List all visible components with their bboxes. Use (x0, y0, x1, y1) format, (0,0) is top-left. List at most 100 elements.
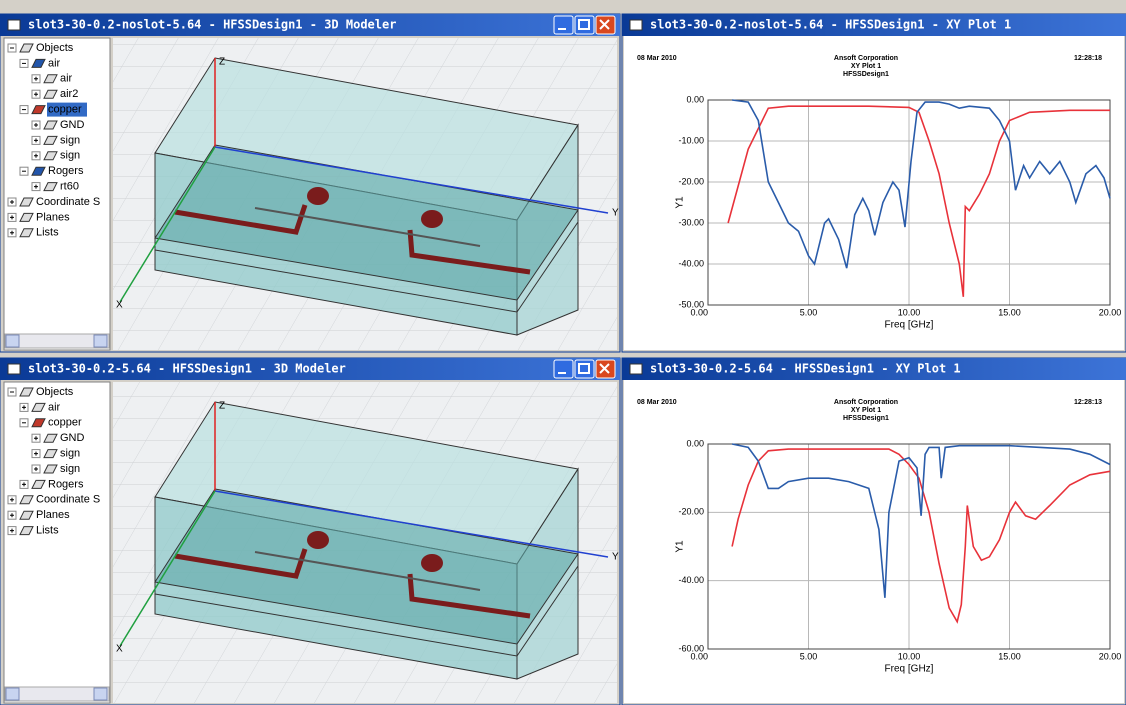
tree-label[interactable]: Coordinate S (36, 196, 100, 208)
tree-icon (31, 479, 46, 489)
tree-icon (43, 151, 58, 161)
minimize-button[interactable] (553, 15, 574, 35)
tree-label[interactable]: Lists (36, 525, 59, 537)
tree-icon (43, 135, 58, 145)
tree-label[interactable]: air (48, 57, 61, 69)
plot-window (624, 36, 1124, 350)
tree-label[interactable]: Planes (36, 509, 70, 521)
tree-label[interactable]: rt60 (60, 181, 79, 193)
window-icon (7, 363, 21, 375)
x-tick-label: 10.00 (898, 651, 921, 661)
maximize-button[interactable] (574, 359, 595, 379)
tree-label[interactable]: air (48, 401, 61, 413)
y-tick-label: -40.00 (678, 258, 704, 268)
x-tick-label: 10.00 (898, 307, 921, 317)
title-bar (0, 14, 620, 36)
selection (47, 102, 87, 117)
tree-icon (31, 418, 46, 428)
expand-glyph (10, 230, 14, 235)
expand-glyph (34, 138, 38, 143)
scroll-left[interactable] (5, 334, 20, 348)
substrate-edge (154, 221, 579, 313)
tree-icon (43, 120, 58, 130)
tree-icon (19, 387, 34, 397)
y-tick-label: -50.00 (678, 299, 704, 309)
plot-frame (707, 99, 1111, 306)
maximize-glyph (578, 19, 590, 30)
x-tick-label: 20.00 (1099, 651, 1122, 661)
y-tick-label: -20.00 (678, 507, 704, 517)
y-axis-label: Y1 (675, 196, 686, 209)
x-tick-label: 20.00 (1099, 307, 1122, 317)
expand-glyph (34, 436, 38, 441)
tree-label[interactable]: copper (48, 417, 82, 429)
maximize-glyph (578, 363, 590, 374)
tree-label[interactable]: Objects (36, 42, 74, 54)
expand-glyph (34, 184, 38, 189)
tree-label[interactable]: air (60, 73, 73, 85)
tree: Objects air air air2 copper GND sign sign Rogers… (7, 42, 100, 239)
plot-title: XY Plot 1 (851, 63, 881, 70)
tree-label[interactable]: Coordinate S (36, 494, 100, 506)
trace (174, 204, 531, 275)
tree-panel (3, 37, 111, 351)
y-axis-label: Y1 (675, 540, 686, 553)
expand-glyph (10, 200, 14, 204)
tree-icon (31, 58, 46, 68)
expand-glyph (10, 215, 14, 220)
tree-label[interactable]: sign (60, 150, 80, 162)
signal-line (254, 551, 481, 591)
window-icon (629, 363, 643, 375)
expand-glyph (10, 528, 14, 533)
x-tick-label: 15.00 (998, 307, 1021, 317)
tree-label[interactable]: copper (48, 104, 82, 116)
substrate-edge (154, 565, 579, 657)
x-axis-label: Freq [GHz] (885, 664, 934, 675)
pad (421, 210, 443, 228)
x-tick-label: 0.00 (690, 307, 708, 317)
y-tick-label: -60.00 (678, 643, 704, 653)
scroll-right[interactable] (93, 687, 108, 701)
tree-label[interactable]: Planes (36, 211, 70, 223)
tree-icon (43, 449, 58, 459)
tree-icon (43, 89, 58, 99)
tree-label[interactable]: air2 (60, 88, 78, 100)
pad (307, 531, 329, 549)
window-title: slot3-30-0.2-noslot-5.64 - HFSSDesign1 -… (650, 18, 1011, 32)
tree-icon (19, 212, 34, 222)
tree-label[interactable]: sign (60, 448, 80, 460)
tree-label[interactable]: GND (60, 119, 85, 131)
tree-icon (43, 182, 58, 192)
tree-label[interactable]: GND (60, 432, 85, 444)
signal-line (254, 207, 481, 247)
tree-label[interactable]: sign (60, 463, 80, 475)
tree-label[interactable]: Rogers (48, 478, 84, 490)
x-tick-label: 5.00 (800, 651, 818, 661)
tree-icon (31, 402, 46, 412)
expand-glyph (34, 76, 38, 81)
close-glyph (599, 363, 610, 374)
tree-label[interactable]: Objects (36, 386, 74, 398)
scroll-left[interactable] (5, 687, 20, 701)
plot-company: Ansoft Corporation (834, 399, 898, 406)
title-bar (622, 358, 1126, 380)
scroll-right[interactable] (93, 334, 108, 348)
close-glyph (599, 19, 610, 30)
y-tick-label: -10.00 (678, 135, 704, 145)
series-line (731, 448, 1111, 624)
tree-label[interactable]: sign (60, 134, 80, 146)
maximize-button[interactable] (574, 15, 595, 35)
axis-x (119, 146, 216, 303)
plot-frame (707, 443, 1111, 650)
expand-glyph (34, 123, 38, 127)
axis-y (214, 146, 609, 214)
expand-glyph (34, 451, 38, 456)
tree-label[interactable]: Lists (36, 227, 59, 239)
tree-icon (31, 105, 46, 115)
axis-label: X (116, 644, 123, 655)
minimize-button[interactable] (553, 359, 574, 379)
tree-label[interactable]: Rogers (48, 165, 84, 177)
y-tick-label: -40.00 (678, 575, 704, 585)
axis-label: X (116, 300, 123, 311)
tree-icon (43, 464, 58, 474)
